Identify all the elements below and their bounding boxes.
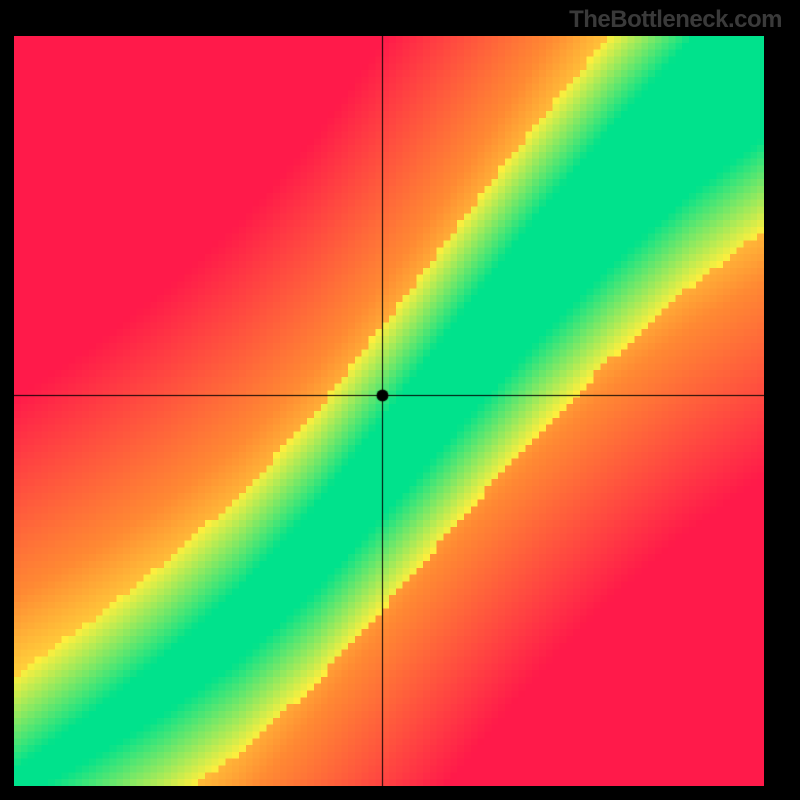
watermark-text: TheBottleneck.com bbox=[569, 6, 782, 34]
bottleneck-heatmap bbox=[14, 36, 764, 786]
chart-container: { "watermark": { "text": "TheBottleneck.… bbox=[0, 0, 800, 800]
